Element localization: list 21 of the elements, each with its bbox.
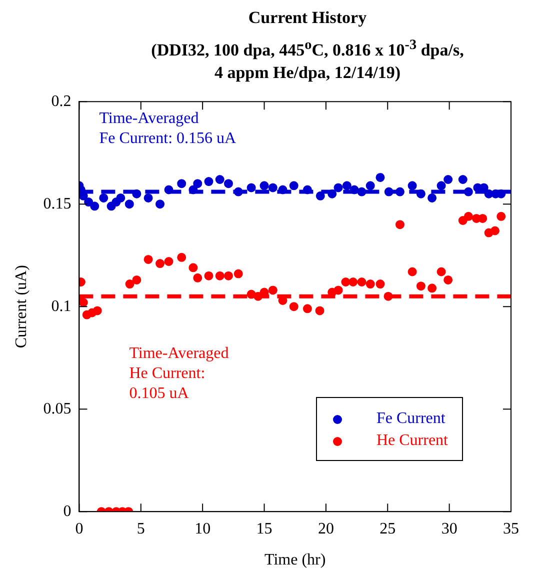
y-tick-label: 0.15: [43, 194, 72, 212]
y-axis-title: Current (uA): [12, 264, 30, 348]
legend-label: Fe Current: [376, 410, 446, 428]
chart-title: Current History: [247, 8, 368, 28]
x-tick-label: 15: [256, 520, 272, 538]
x-tick-label: 30: [441, 520, 458, 538]
text: (DDI32, 100 dpa, 445$^{o}$C, 0.816 x 10$^{-3}$ dpa/s, 4 appm He/dpa, 12/14/19): [151, 37, 464, 82]
ref-line-label: Time-Averaged Fe Current: 0.156 uA: [99, 109, 236, 150]
y-tick-label: 0.05: [43, 400, 72, 417]
y-tick-label: 0.1: [51, 297, 72, 314]
x-tick-label: 25: [380, 520, 396, 538]
x-tick-label: 10: [194, 520, 211, 538]
legend-label: He Current: [376, 432, 448, 450]
y-tick-label: 0.2: [51, 92, 72, 110]
ref-line-label: Time-Averaged He Current: 0.105 uA: [129, 344, 229, 404]
x-tick-label: 5: [136, 520, 145, 538]
x-tick-label: 0: [75, 520, 84, 538]
x-tick-label: 20: [318, 520, 334, 538]
x-axis-title: Time (hr): [264, 551, 326, 568]
y-tick-label: 0: [63, 502, 72, 520]
x-tick-label: 35: [503, 520, 519, 538]
